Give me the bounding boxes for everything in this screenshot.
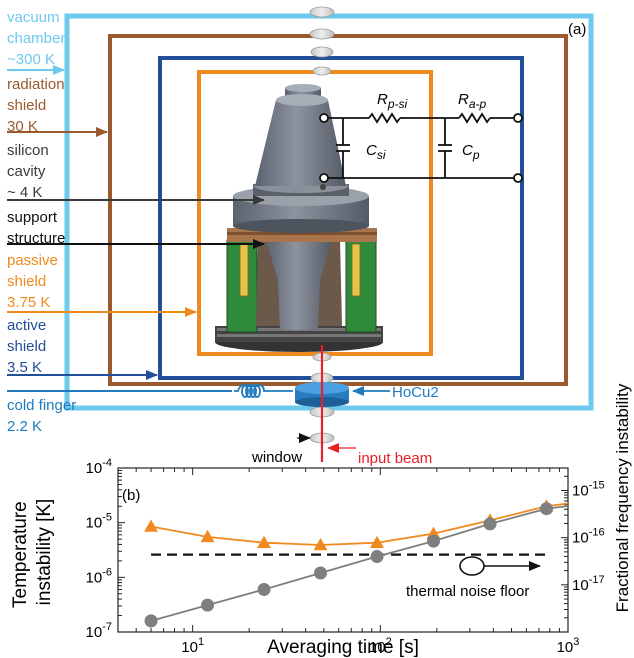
panel-b-label: (b) [122,487,140,504]
label-cold-finger: cold finger 2.2 K [7,397,76,435]
svg-text:~300 K: ~300 K [7,51,55,68]
hocu2-label: HoCu2 [392,384,439,401]
svg-text:cavity: cavity [7,163,46,180]
svg-text:3.75 K: 3.75 K [7,294,50,311]
svg-text:shield: shield [7,97,46,114]
circle-marker [314,566,328,580]
c-p-label: Cp [462,142,480,162]
x-tick-label: 102 [369,636,392,656]
triangle-marker [257,535,272,548]
label-passive-shield: passive shield 3.75 K [7,252,58,311]
x-tick-label: 103 [557,636,580,656]
panel-b: 101 102 103 10-7 10-6 10-5 10-4 10-15 10-16 10-17… [10,383,632,658]
triangle-marker [200,529,215,543]
circle-marker [483,517,497,531]
svg-text:radiation: radiation [7,76,65,93]
active-shield-box [158,56,524,380]
y-tick-label: 10-7 [86,621,112,641]
label-vacuum-chamber: vacuum chamber ~300 K [7,9,65,68]
svg-text:shield: shield [7,273,46,290]
node-cavity-top [319,113,329,123]
triangle-marker [370,535,385,548]
y-axis-label-left: Temperature instability [K] [10,496,55,608]
circle-marker [144,614,158,628]
svg-text:shield: shield [7,338,46,355]
svg-text:30 K: 30 K [7,118,38,135]
panel-a: Rp-si Ra-p Csi Cp HoCu2 window input bea… [7,6,594,467]
thermal-circuit [324,112,518,179]
c-si-label: Csi [366,142,386,162]
silicon-cavity-assembly [215,84,383,352]
svg-text:vacuum: vacuum [7,9,60,26]
thermal-noise-ellipse [459,556,485,576]
label-radiation-shield: radiation shield 30 K [7,76,65,135]
svg-text:active: active [7,317,46,334]
cold-finger-coil [234,384,293,398]
circle-marker [201,598,215,612]
svg-text:passive: passive [7,252,58,269]
svg-text:support: support [7,209,58,226]
y2-tick-label: 10-15 [572,480,605,500]
axis-ticks: 101 102 103 10-7 10-6 10-5 10-4 10-15 10-16 10-17 [86,457,605,656]
y-tick-label: 10-5 [86,512,112,532]
label-active-shield: active shield 3.5 K [7,317,46,376]
svg-text:2.2 K: 2.2 K [7,418,42,435]
triangle-marker [313,538,328,551]
data-series [144,499,569,628]
node-right-top [513,113,523,123]
window-stack-top [309,6,335,76]
svg-text:structure: structure [7,230,65,247]
label-support-structure: support structure [7,209,65,247]
input-beam-label: input beam [358,450,432,467]
y2-tick-label: 10-16 [572,527,605,547]
circle-marker [370,550,384,564]
triangle-marker [144,519,159,532]
svg-text:~ 4 K: ~ 4 K [7,184,42,201]
x-tick-label: 101 [181,636,204,656]
circle-marker [539,502,553,516]
x-axis-label: Averaging time [s] [267,637,419,658]
svg-text:3.5 K: 3.5 K [7,359,42,376]
plot-frame [117,467,569,633]
thermal-noise-label: thermal noise floor [406,583,529,600]
svg-text:chamber: chamber [7,30,65,47]
circle-marker [427,534,441,548]
label-silicon-cavity: silicon cavity ~ 4 K [7,142,49,201]
node-cavity-bottom [319,173,329,183]
y-axis-label-right: Fractional frequency instability [613,383,632,612]
y2-tick-label: 10-17 [572,574,605,594]
r-p-si-label: Rp-si [377,91,408,111]
y-tick-label: 10-4 [86,457,112,477]
svg-text:silicon: silicon [7,142,49,159]
y-tick-label: 10-6 [86,566,112,586]
window-label: window [251,449,302,466]
r-a-p-label: Ra-p [458,91,487,111]
series-triangle-line [150,502,569,546]
panel-a-label: (a) [568,21,586,38]
node-right-bottom [513,173,523,183]
svg-text:cold finger: cold finger [7,397,76,414]
circle-marker [257,582,271,596]
